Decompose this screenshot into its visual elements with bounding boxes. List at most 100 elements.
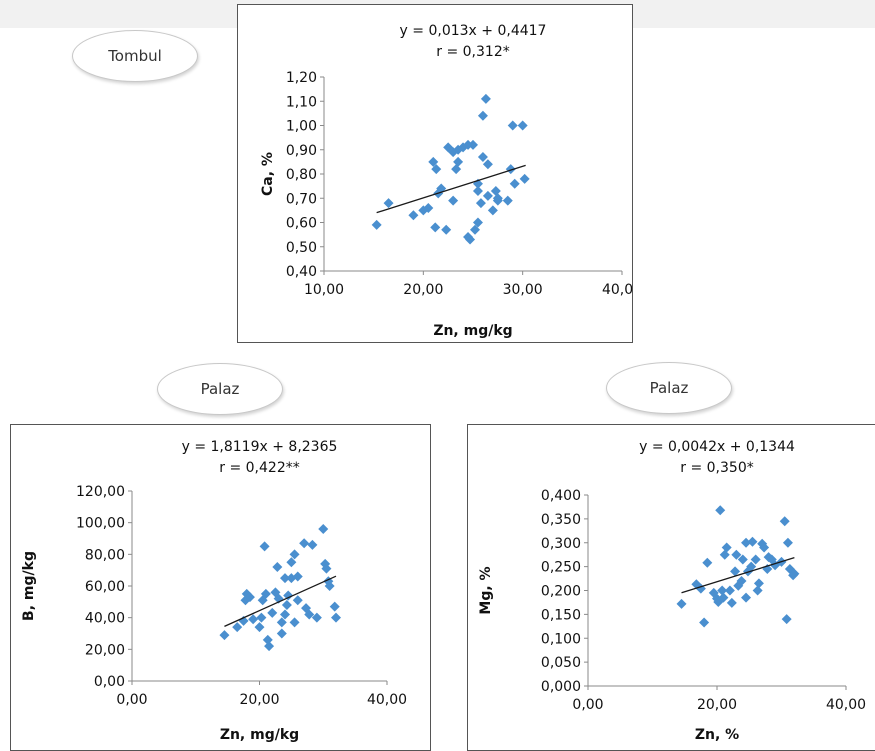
data-point — [475, 198, 486, 209]
y-tick-label: 0,70 — [286, 191, 317, 207]
data-point — [477, 110, 488, 121]
y-tick-label: 0,90 — [286, 143, 317, 159]
x-tick-label: 40,00 — [826, 697, 866, 713]
x-axis-title: Zn, % — [695, 727, 739, 743]
data-point — [244, 592, 255, 603]
data-point — [280, 573, 290, 584]
y-tick-label: 1,20 — [286, 70, 317, 86]
data-point — [324, 581, 335, 591]
x-axis-title: Zn, mg/kg — [433, 323, 512, 339]
data-point — [726, 597, 737, 608]
data-point — [383, 198, 394, 209]
y-tick-label: 0,200 — [541, 584, 581, 600]
data-point — [276, 617, 287, 628]
data-point — [318, 524, 329, 534]
data-point — [311, 612, 322, 623]
data-point — [272, 562, 283, 572]
y-tick-label: 20,00 — [85, 642, 125, 658]
data-point — [267, 607, 278, 618]
y-tick-label: 0,250 — [541, 560, 581, 576]
y-tick-label: 1,10 — [286, 94, 317, 110]
correlation-coefficient: r = 0,312* — [436, 44, 509, 60]
data-point — [736, 575, 747, 586]
data-point — [448, 195, 459, 206]
data-point — [724, 585, 735, 596]
tombul-label: Tombul — [108, 47, 162, 65]
data-point — [766, 554, 777, 565]
x-axis-title: Zn, mg/kg — [220, 727, 299, 743]
data-point — [232, 622, 243, 633]
data-point — [509, 178, 520, 189]
chart-mg-vs-zn: 0,000 0,050 0,100 0,150 0,200 0,250 0,300 0,350… — [478, 439, 866, 743]
data-point — [477, 152, 488, 163]
data-point — [465, 234, 476, 245]
data-point — [490, 185, 501, 196]
y-tick-label: 0,80 — [286, 167, 317, 183]
x-tick-label: 20,00 — [697, 697, 737, 713]
data-point — [329, 601, 340, 612]
chart-panel-ca-vs-zn: 0,40 0,50 0,60 0,70 0,80 0,90 1,00 1,10 1,20 10,0… — [237, 4, 633, 343]
data-point — [441, 224, 452, 235]
data-point — [292, 595, 303, 606]
data-point — [321, 563, 332, 574]
data-point — [256, 612, 267, 623]
palaz-label-oval-right: Palaz — [606, 362, 732, 414]
x-tick-label: 20,00 — [403, 282, 443, 298]
data-point — [472, 217, 483, 228]
data-point — [708, 587, 719, 598]
data-point — [676, 598, 687, 609]
y-tick-label: 0,050 — [541, 655, 581, 671]
x-tick-label: 20,00 — [239, 692, 279, 708]
data-point — [715, 505, 726, 516]
y-tick-label: 1,00 — [286, 119, 317, 135]
chart-panel-b-vs-zn: 0,00 20,00 40,00 60,00 80,00 100,00 120,00 0,00… — [10, 424, 431, 751]
data-point — [259, 541, 270, 552]
data-point — [276, 628, 287, 639]
data-point — [238, 615, 249, 626]
data-point — [759, 542, 770, 553]
data-point — [430, 222, 441, 233]
data-point — [746, 561, 757, 572]
palaz-label-oval-left: Palaz — [157, 363, 283, 415]
trendline — [376, 164, 526, 214]
data-point — [784, 564, 795, 575]
data-point — [502, 195, 513, 206]
data-point — [241, 588, 252, 599]
data-point — [757, 538, 768, 549]
data-point — [299, 538, 310, 549]
data-point — [273, 593, 284, 604]
x-tick-label: 30,00 — [503, 282, 543, 298]
y-tick-label: 80,00 — [85, 547, 125, 563]
data-point — [307, 539, 318, 550]
tombul-label-oval: Tombul — [72, 30, 198, 82]
data-point — [721, 542, 732, 553]
y-tick-label: 60,00 — [85, 579, 125, 595]
y-tick-label: 0,50 — [286, 240, 317, 256]
data-point — [730, 566, 741, 577]
data-point — [286, 557, 297, 568]
data-point — [451, 164, 462, 175]
regression-equation: y = 1,8119x + 8,2365 — [182, 439, 338, 455]
y-tick-label: 0,00 — [94, 674, 125, 690]
data-point — [304, 609, 315, 620]
data-point — [507, 120, 518, 131]
data-point — [469, 224, 480, 235]
data-point — [779, 516, 790, 527]
y-tick-label: 0,300 — [541, 536, 581, 552]
data-point — [281, 600, 292, 610]
data-point — [741, 592, 752, 603]
x-tick-label: 10,00 — [304, 282, 344, 298]
y-tick-label: 0,100 — [541, 631, 581, 647]
data-point — [752, 585, 763, 596]
data-point — [737, 554, 748, 565]
data-point — [260, 588, 271, 599]
chart-ca-vs-zn: 0,40 0,50 0,60 0,70 0,80 0,90 1,00 1,10 1,20 10,0… — [260, 23, 632, 339]
data-point — [289, 549, 300, 560]
x-tick-label: 40,00 — [602, 282, 632, 298]
data-point — [699, 617, 710, 628]
y-tick-label: 0,400 — [541, 488, 581, 504]
data-point — [292, 571, 303, 582]
data-point — [443, 142, 454, 153]
data-point — [695, 583, 706, 594]
data-point — [428, 156, 439, 167]
